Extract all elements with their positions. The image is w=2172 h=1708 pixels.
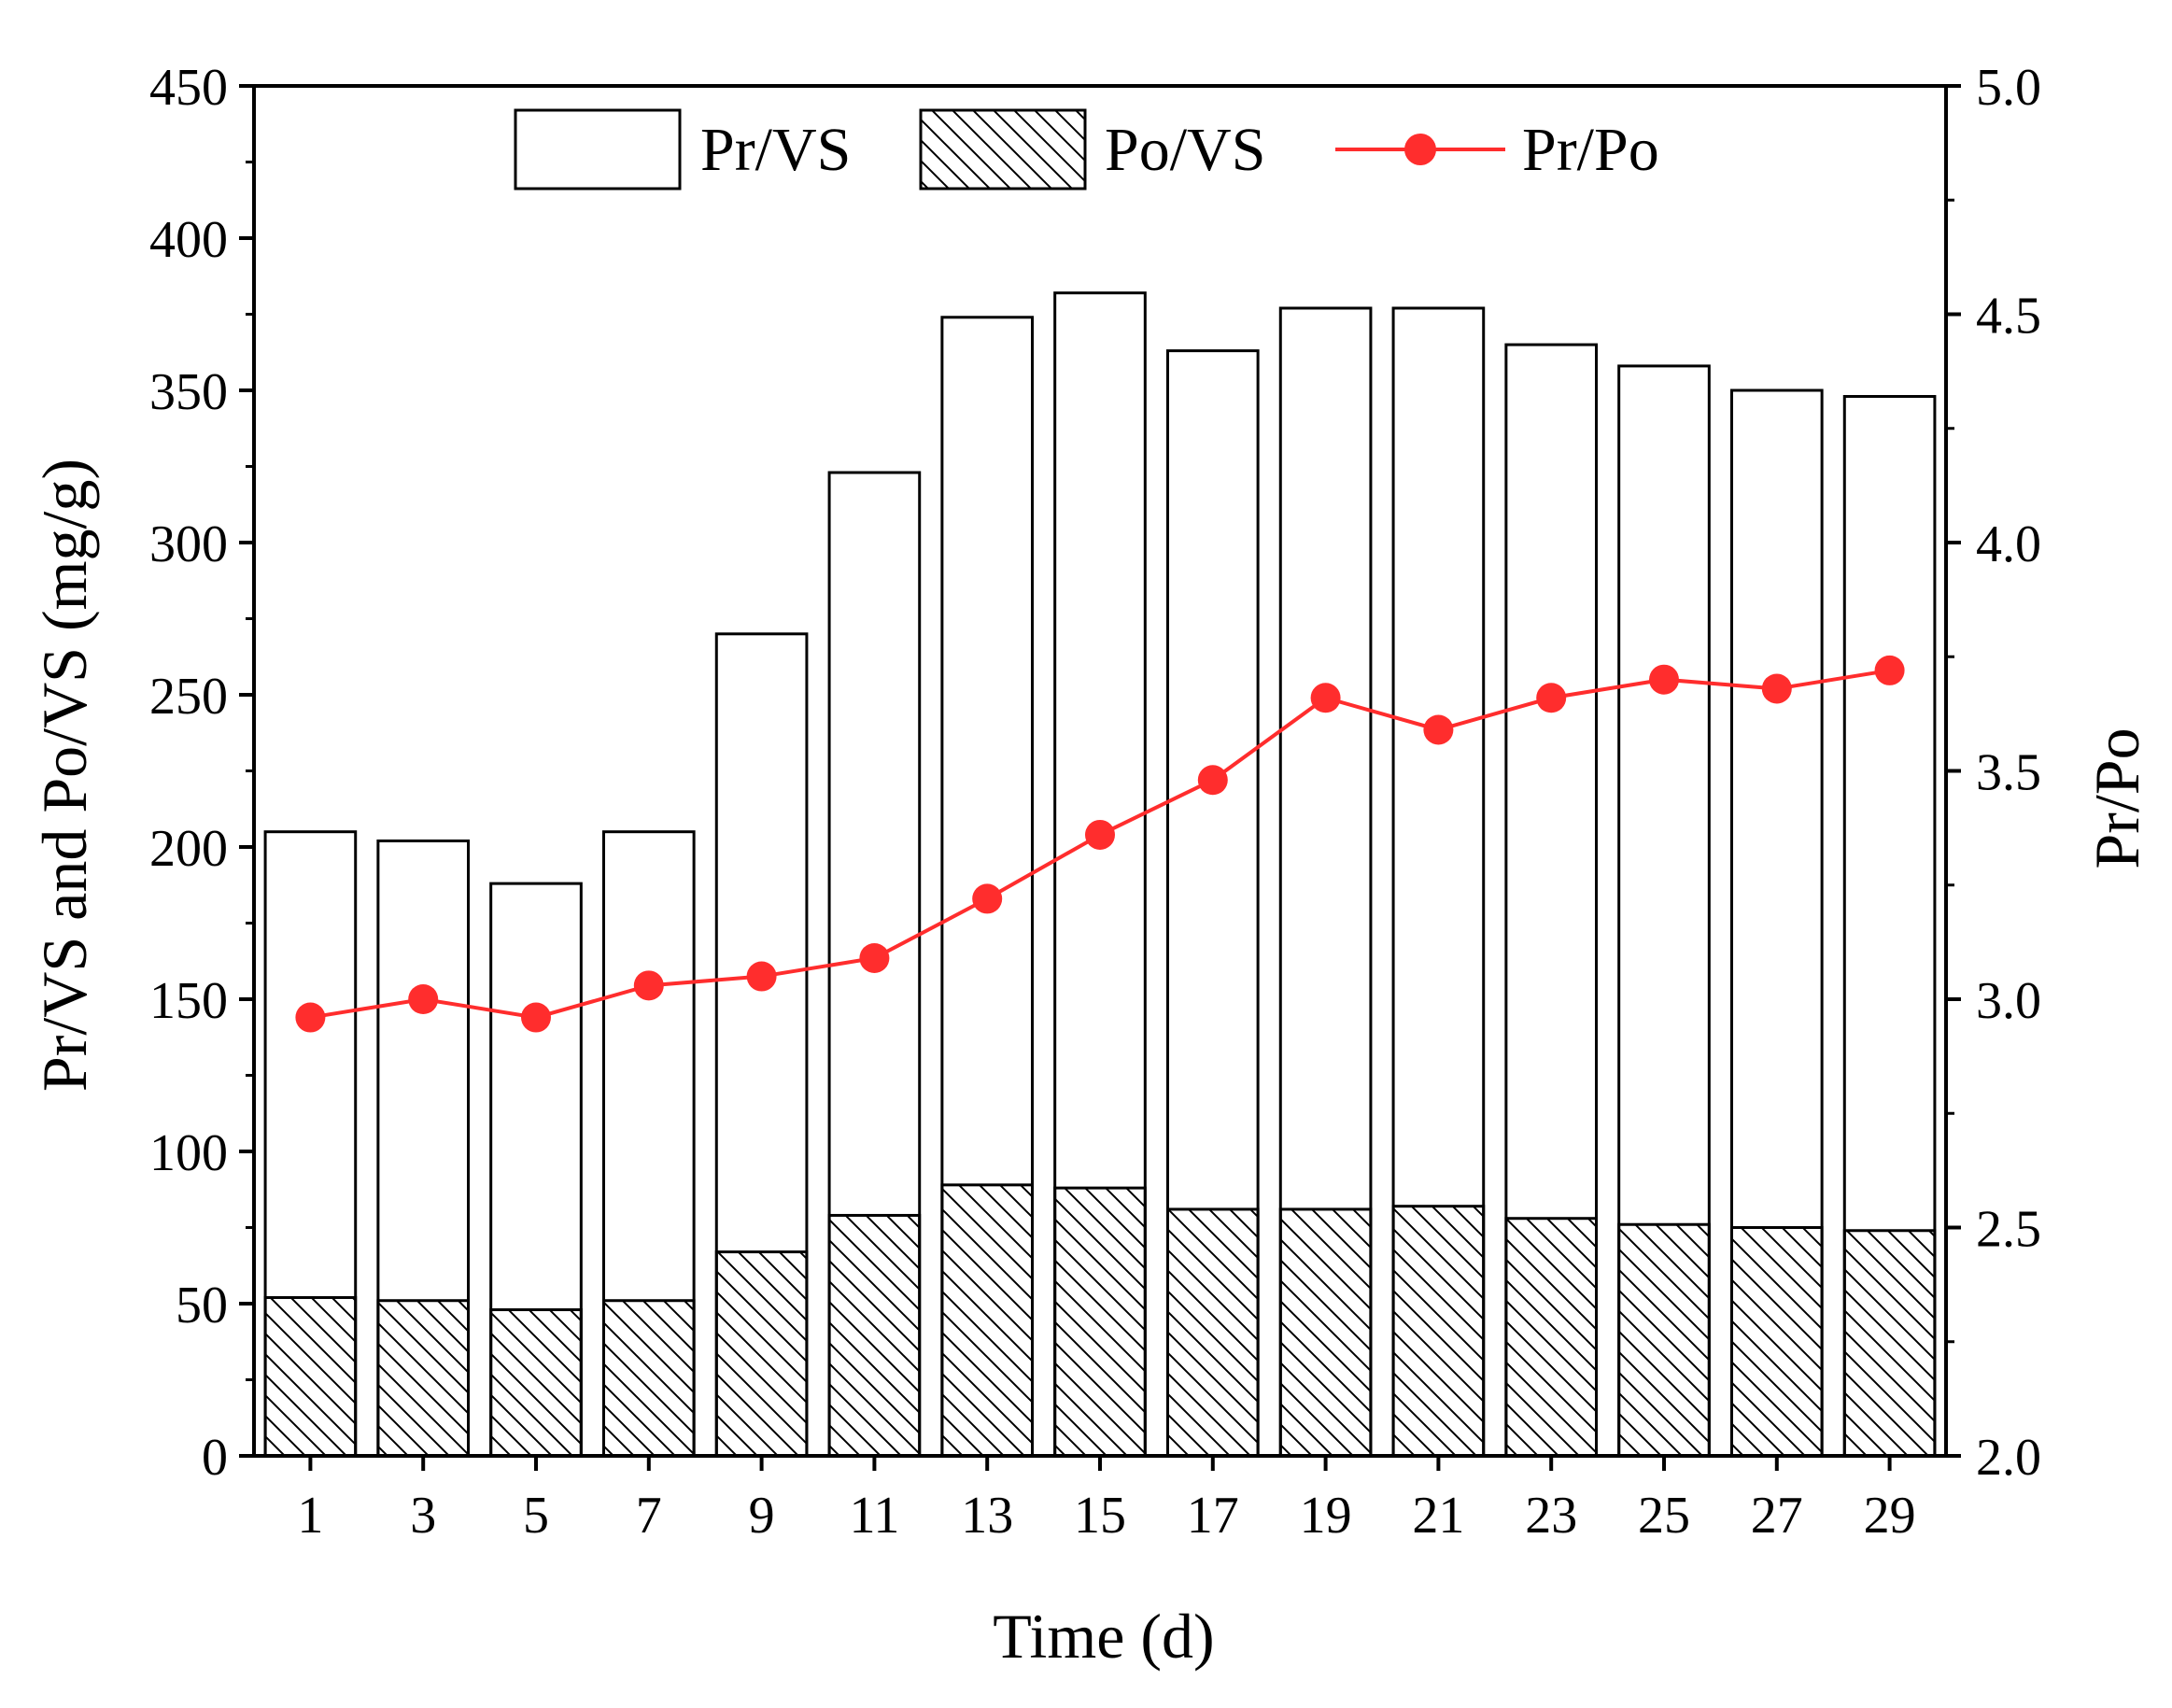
legend-label-pr-vs: Pr/VS [700, 116, 851, 184]
x-tick-label: 21 [1412, 1487, 1464, 1545]
y-tick-label: 400 [149, 211, 228, 269]
x-tick-label: 7 [636, 1487, 662, 1545]
y-tick-label: 0 [202, 1429, 228, 1487]
bar-po-vs [714, 1250, 809, 1458]
legend-swatch-po-vs [919, 108, 1087, 191]
y2-axis-title: Pr/Po [2081, 727, 2152, 868]
pr-po-point [746, 961, 777, 992]
y-tick-label: 250 [149, 668, 228, 726]
bar-po-vs [1278, 1207, 1373, 1458]
y-tick-label: 350 [149, 363, 228, 421]
y2-tick-label: 2.0 [1976, 1429, 2041, 1487]
pr-po-point [1649, 664, 1679, 695]
pr-po-point [633, 970, 664, 1001]
bar-po-vs [1053, 1186, 1147, 1458]
bar-po-vs [1165, 1207, 1260, 1458]
bar-po-vs [1729, 1226, 1824, 1458]
bar-po-vs [489, 1308, 583, 1458]
bar-po-vs [940, 1183, 1035, 1458]
x-tick-label: 29 [1864, 1487, 1916, 1545]
pr-po-point [1761, 673, 1792, 704]
pr-po-point [408, 984, 439, 1014]
pr-po-point [859, 942, 890, 973]
y-axis-title: Pr/VS and Po/VS (mg/g) [29, 459, 100, 1092]
x-tick-label: 9 [749, 1487, 775, 1545]
pr-po-point [972, 883, 1003, 914]
y-tick-label: 50 [176, 1277, 228, 1334]
x-tick-label: 15 [1074, 1487, 1126, 1545]
bar-po-vs [1391, 1205, 1486, 1458]
x-tick-label: 5 [523, 1487, 549, 1545]
bar-po-vs [1842, 1229, 1937, 1458]
legend-label-po-vs: Po/VS [1105, 116, 1265, 184]
bar-po-vs [601, 1299, 696, 1458]
pr-po-point [295, 1002, 326, 1033]
pr-po-point [1310, 683, 1341, 713]
bars-layer [263, 291, 1937, 1458]
y2-tick-label: 2.5 [1976, 1201, 2041, 1259]
y2-tick-label: 4.5 [1976, 288, 2041, 346]
legend-swatch-pr-vs [514, 108, 682, 191]
pr-po-line-layer [295, 655, 1905, 1033]
pr-po-point [1874, 655, 1905, 685]
y-tick-label: 200 [149, 820, 228, 878]
x-tick-label: 19 [1300, 1487, 1352, 1545]
y-tick-label: 100 [149, 1124, 228, 1182]
pr-po-point [521, 1002, 551, 1033]
x-tick-label: 3 [410, 1487, 436, 1545]
y-tick-label: 300 [149, 515, 228, 573]
pr-po-point [1085, 819, 1115, 850]
axes-layer: 0 50 100 150 200 250 300 350 400 450 2.0 2.5 3.0 3.5 4… [149, 59, 2041, 1545]
bar-po-vs [263, 1295, 358, 1458]
y2-tick-label: 3.5 [1976, 744, 2041, 802]
y2-tick-label: 4.0 [1976, 515, 2041, 573]
y2-tick-label: 3.0 [1976, 972, 2041, 1030]
pr-po-point [1423, 714, 1454, 745]
x-axis-title: Time (d) [993, 1601, 1214, 1672]
bar-po-vs [827, 1213, 922, 1458]
y-tick-label: 150 [149, 972, 228, 1030]
legend: Pr/VS Po/VS Pr/Po [514, 108, 1659, 191]
legend-label-pr-po: Pr/Po [1522, 116, 1659, 184]
x-tick-label: 25 [1638, 1487, 1690, 1545]
y2-tick-label: 5.0 [1976, 59, 2041, 117]
pr-po-point [1536, 683, 1567, 713]
x-tick-label: 23 [1525, 1487, 1577, 1545]
bar-po-vs [1617, 1222, 1711, 1458]
x-tick-label: 13 [961, 1487, 1013, 1545]
x-tick-label: 17 [1187, 1487, 1239, 1545]
x-tick-label: 11 [849, 1487, 899, 1545]
x-tick-label: 27 [1751, 1487, 1803, 1545]
x-tick-label: 1 [297, 1487, 323, 1545]
bar-po-vs [376, 1299, 471, 1458]
legend-marker-pr-po [1404, 134, 1436, 165]
bar-po-vs [1504, 1217, 1599, 1458]
y-tick-label: 450 [149, 59, 228, 117]
pr-po-point [1197, 765, 1228, 796]
labels-layer: Time (d) Pr/VS and Po/VS (mg/g) Pr/Po [29, 459, 2152, 1672]
